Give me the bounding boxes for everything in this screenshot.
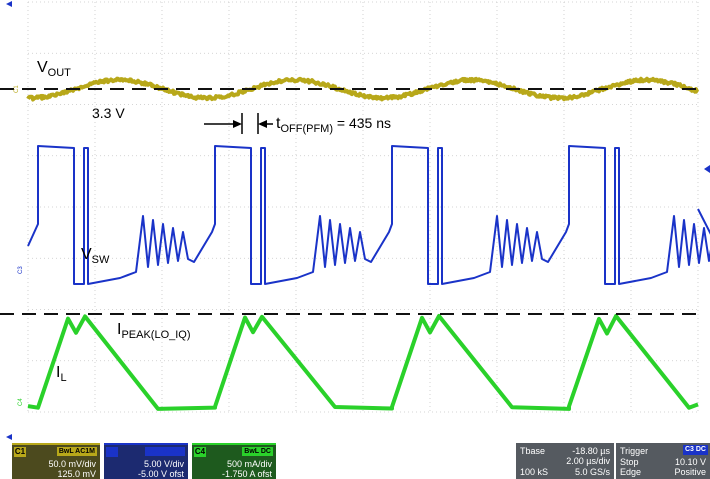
time-origin-marker: [6, 1, 12, 7]
trigger-label: Trigger: [620, 446, 648, 456]
timebase-samples: 100 kS: [520, 467, 548, 477]
trigger-panel[interactable]: Trigger C3 DC Stop 10.10 V Edge Positive: [616, 443, 710, 479]
timebase-label: Tbase: [520, 446, 545, 456]
channel-1-panel[interactable]: C1 BwL AC1M 50.0 mV/div 125.0 mV: [12, 443, 100, 479]
channel-4-scale: 500 mA/div: [227, 459, 272, 469]
ipeak-label: IPEAK(LO_IQ): [117, 321, 191, 341]
channel-4-marker: C4: [18, 398, 24, 406]
channel-3-badge: BwL DC1M: [145, 447, 185, 456]
timebase-panel[interactable]: Tbase -18.80 µs 2.00 µs/div 100 kS 5.0 G…: [516, 443, 614, 479]
trigger-type: Edge: [620, 467, 641, 477]
channel-1-marker: C1: [14, 85, 20, 93]
graticule: [28, 2, 698, 412]
channel-3-panel[interactable]: C3 BwL DC1M 5.00 V/div -5.00 V ofst: [104, 443, 188, 479]
timebase-delay: -18.80 µs: [572, 446, 610, 456]
channel-1-badge: BwL AC1M: [57, 447, 97, 456]
toff-dimension: [204, 113, 273, 134]
channel-3-scale: 5.00 V/div: [144, 459, 184, 469]
channel-3-marker: C3: [18, 266, 24, 274]
channel-4-panel[interactable]: C4 BwL DC 500 mA/div -1.750 A ofst: [192, 443, 276, 479]
channel-3-tag: C3: [106, 447, 118, 457]
channel-1-scale: 50.0 mV/div: [48, 459, 96, 469]
channel-4-offset: -1.750 A ofst: [222, 469, 272, 479]
vout-label: VOUT: [37, 59, 71, 79]
channel-3-offset: -5.00 V ofst: [138, 469, 184, 479]
vout-level-label: 3.3 V: [92, 105, 125, 121]
trigger-mode: Stop: [620, 457, 639, 467]
channel-4-badge: BwL DC: [242, 447, 273, 456]
il-label: IL: [56, 364, 67, 384]
trigger-slope: Positive: [674, 467, 706, 477]
trigger-level-marker: [704, 165, 710, 173]
vsw-label: VSW: [81, 246, 110, 266]
trigger-badge: C3 DC: [683, 445, 708, 455]
channel-1-tag: C1: [14, 447, 26, 457]
timebase-scale: 2.00 µs/div: [566, 456, 610, 466]
timebase-rate: 5.0 GS/s: [575, 467, 610, 477]
channel-4-tag: C4: [194, 447, 206, 457]
trigger-level: 10.10 V: [675, 457, 706, 467]
status-bar: C1 BwL AC1M 50.0 mV/div 125.0 mV C3 BwL …: [0, 443, 710, 479]
vsw-trace: [28, 146, 710, 284]
toff-label: tOFF(PFM) = 435 ns: [276, 115, 391, 135]
bottom-left-marker: [6, 434, 12, 440]
channel-1-offset: 125.0 mV: [57, 469, 96, 479]
